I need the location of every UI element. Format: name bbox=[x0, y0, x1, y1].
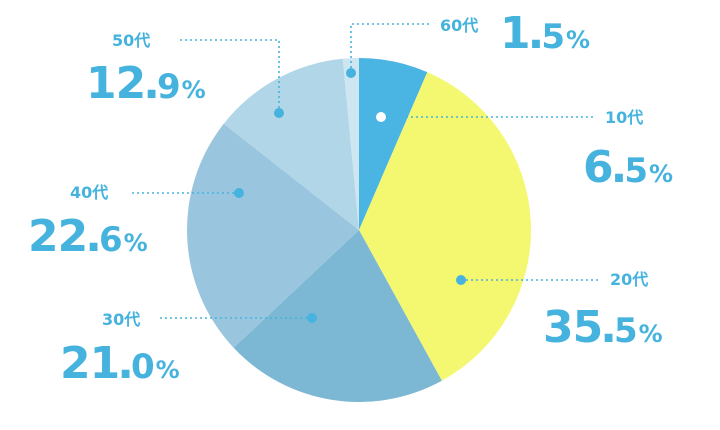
leader-dot-20s bbox=[456, 275, 466, 285]
label-30s: 30代 bbox=[102, 310, 141, 329]
value-60s: 1.5% bbox=[500, 8, 590, 59]
leader-dot-50s bbox=[274, 108, 284, 118]
leader-line-60s bbox=[350, 23, 432, 73]
pie-slice-10s bbox=[359, 58, 428, 230]
pie-slice-50s bbox=[223, 58, 359, 231]
value-40s: 22.6% bbox=[28, 211, 148, 262]
label-50s: 50代 bbox=[112, 31, 151, 50]
label-10s: 10代 bbox=[605, 108, 644, 127]
age-label: 60代 bbox=[440, 16, 479, 35]
value-30s: 21.0% bbox=[60, 338, 180, 389]
value-10s: 6.5% bbox=[583, 142, 673, 193]
label-20s: 20代 bbox=[610, 270, 649, 289]
leader-dot-10s bbox=[376, 112, 386, 122]
pie-slice-20s bbox=[359, 72, 531, 381]
pie-slice-40s bbox=[187, 123, 359, 348]
label-40s: 40代 bbox=[70, 183, 109, 202]
value-50s: 12.9% bbox=[86, 58, 206, 109]
pie-slice-60s bbox=[342, 58, 359, 230]
value-20s: 35.5% bbox=[543, 302, 663, 353]
pie-slice-30s bbox=[233, 230, 442, 402]
leader-dot-30s bbox=[307, 313, 317, 323]
label-60s: 60代 bbox=[440, 18, 478, 34]
leader-dot-60s bbox=[346, 68, 356, 78]
leader-dot-40s bbox=[234, 188, 244, 198]
